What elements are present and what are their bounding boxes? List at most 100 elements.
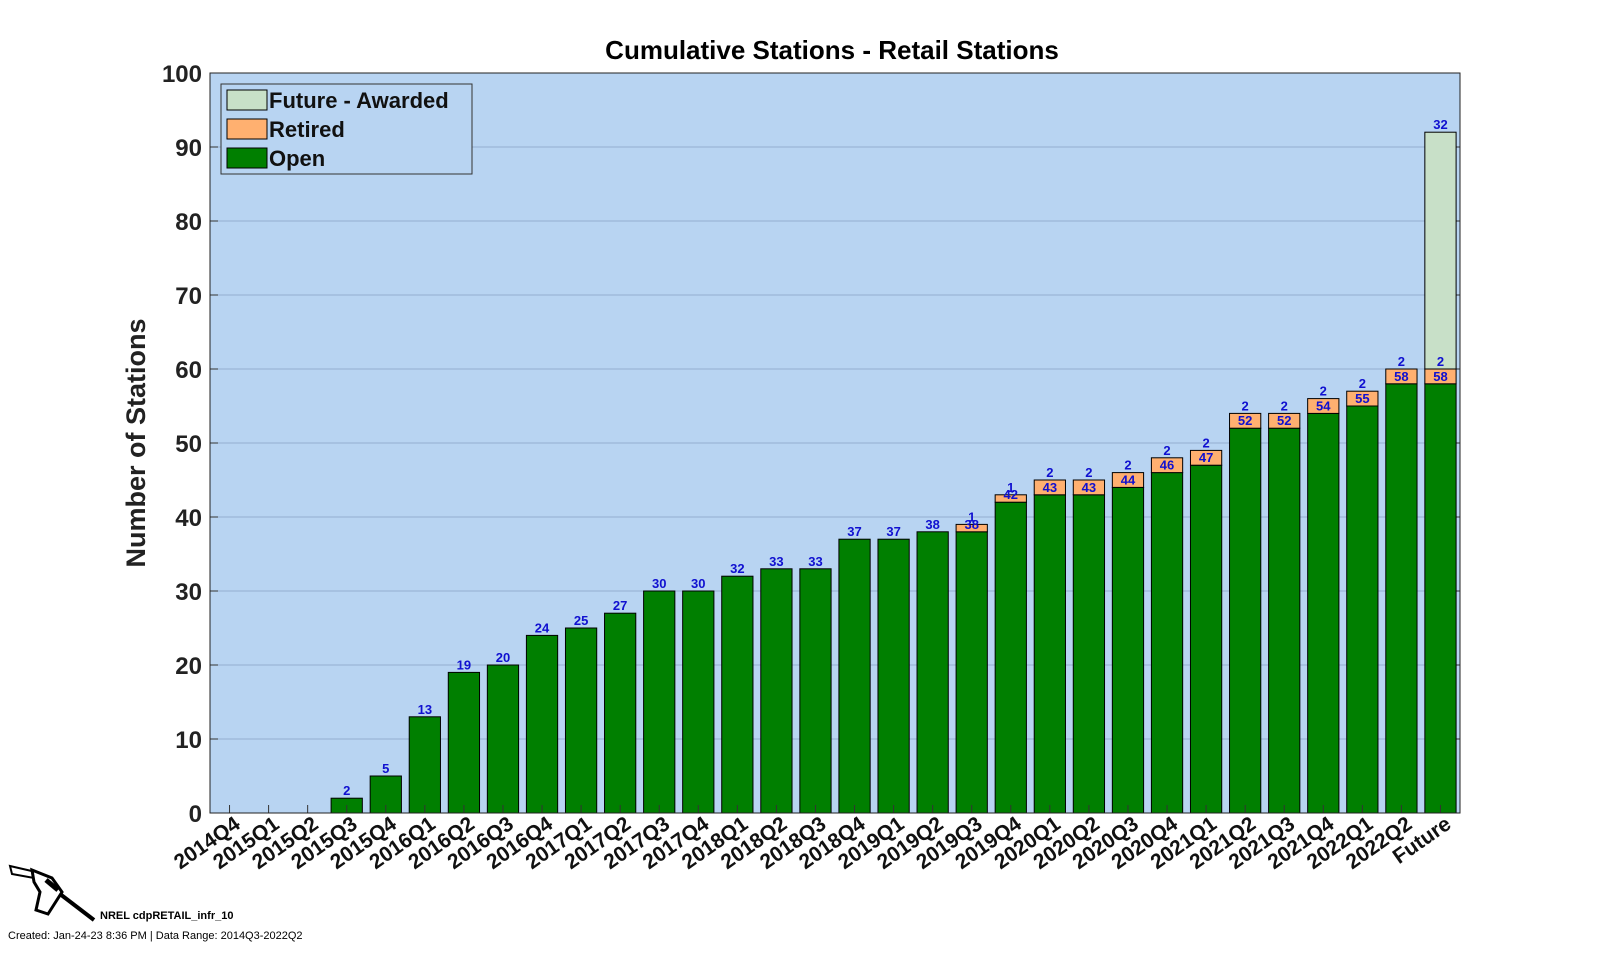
data-label-open: 33	[769, 554, 783, 569]
bar-open	[1072, 494, 1106, 814]
y-tick-label: 70	[175, 283, 202, 310]
data-label-open: 32	[730, 561, 744, 576]
data-label-future: 32	[1433, 117, 1447, 132]
bar-open	[877, 538, 910, 814]
data-label-open: 37	[886, 524, 900, 539]
bar-open	[955, 531, 988, 814]
bar-open	[1268, 427, 1301, 814]
legend-swatch	[226, 118, 268, 140]
data-label-open: 42	[1004, 487, 1018, 502]
y-tick-label: 30	[175, 579, 202, 606]
data-label-retired: 2	[1046, 465, 1053, 480]
data-label-open: 20	[496, 650, 510, 665]
y-tick-label: 100	[162, 61, 202, 88]
y-tick-label: 50	[175, 431, 202, 458]
bar-open	[721, 575, 754, 814]
y-axis-label: Number of Stations	[121, 318, 151, 567]
data-label-retired: 2	[1437, 354, 1444, 369]
footer-identifier: NREL cdpRETAIL_infr_10	[100, 910, 234, 922]
bar-open	[682, 590, 715, 814]
bar-retired	[955, 523, 988, 533]
data-label-open: 58	[1394, 369, 1408, 384]
bar-open	[1033, 494, 1066, 814]
data-label-open: 47	[1199, 450, 1213, 465]
bar-retired	[994, 494, 1027, 503]
y-tick-label: 0	[189, 801, 202, 828]
bar-open	[1229, 427, 1262, 814]
data-label-open: 2	[343, 783, 350, 798]
y-tick-label: 80	[175, 209, 202, 236]
legend: Future - Awarded Retired Open	[220, 83, 473, 175]
y-tick-label: 90	[175, 135, 202, 162]
data-label-open: 25	[574, 613, 588, 628]
legend-label: Open	[269, 146, 325, 171]
bar-open	[643, 590, 676, 814]
bar-retired	[1229, 412, 1262, 429]
bar-open	[1346, 405, 1379, 814]
y-tick-label: 10	[175, 727, 202, 754]
data-label-retired: 2	[1163, 443, 1170, 458]
bar-open	[1150, 472, 1184, 814]
data-label-retired: 2	[1242, 398, 1249, 413]
bar-retired	[1268, 412, 1301, 429]
data-label-open: 27	[613, 598, 627, 613]
data-label-open: 19	[457, 657, 471, 672]
bar-open	[486, 664, 520, 814]
bar-open	[994, 501, 1027, 814]
data-label-open: 33	[808, 554, 822, 569]
data-label-open: 13	[418, 702, 432, 717]
bar-open	[447, 671, 481, 814]
bar-open	[760, 568, 793, 814]
data-label-open: 58	[1433, 369, 1447, 384]
data-label-retired: 1	[1007, 480, 1014, 495]
data-label-retired: 2	[1398, 354, 1405, 369]
data-label-retired: 2	[1320, 384, 1327, 399]
data-label-retired: 2	[1359, 376, 1366, 391]
data-label-open: 52	[1277, 413, 1291, 428]
data-label-open: 43	[1082, 480, 1096, 495]
bar-open	[838, 538, 871, 814]
data-label-open: 37	[847, 524, 861, 539]
data-label-retired: 2	[1124, 458, 1131, 473]
bar-open	[408, 716, 441, 814]
bar-retired	[1189, 449, 1223, 466]
bar-retired	[1033, 479, 1066, 496]
data-label-open: 24	[535, 620, 550, 635]
bar-retired	[1346, 390, 1379, 407]
bar-open	[1307, 412, 1340, 814]
legend-label: Future - Awarded	[269, 88, 449, 113]
data-label-retired: 2	[1085, 465, 1092, 480]
data-label-open: 55	[1355, 391, 1369, 406]
bar-open	[564, 627, 598, 814]
bar-retired	[1307, 398, 1340, 414]
bar-open	[1111, 486, 1145, 814]
data-label-retired: 2	[1202, 435, 1209, 450]
data-label-open: 44	[1121, 472, 1136, 487]
data-label-open: 38	[925, 517, 939, 532]
bar-future	[1424, 131, 1457, 370]
bar-retired	[1385, 368, 1418, 385]
bar-open	[525, 634, 559, 814]
bar-retired	[1150, 457, 1184, 474]
bar-open	[1424, 383, 1457, 814]
y-tick-label: 20	[175, 653, 202, 680]
data-label-open: 5	[382, 761, 389, 776]
y-tick-label: 40	[175, 505, 202, 532]
legend-swatch	[226, 89, 268, 111]
data-label-open: 38	[964, 517, 978, 532]
bar-open	[1189, 464, 1223, 814]
bar-retired	[1072, 479, 1106, 496]
plot-frame	[209, 72, 1461, 814]
data-label-open: 43	[1043, 480, 1057, 495]
data-label-retired: 2	[1281, 398, 1288, 413]
data-label-open: 46	[1160, 458, 1174, 473]
legend-label: Retired	[269, 117, 345, 142]
bar-open	[604, 612, 637, 814]
fuel-nozzle-icon	[8, 864, 96, 922]
chart-title: Cumulative Stations - Retail Stations	[605, 35, 1059, 65]
bar-open	[1385, 383, 1418, 814]
bar-open	[916, 531, 949, 814]
bar-open	[799, 568, 832, 814]
data-label-open: 52	[1238, 413, 1252, 428]
